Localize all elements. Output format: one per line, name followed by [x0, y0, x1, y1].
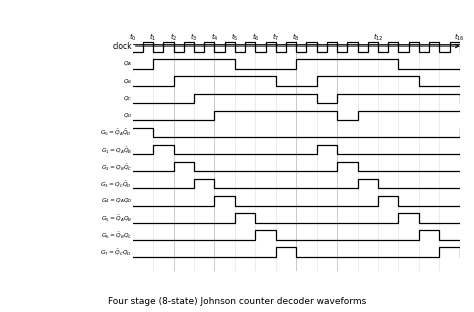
Text: $t_{1}$: $t_{1}$ [149, 32, 157, 43]
Text: $t_{12}$: $t_{12}$ [373, 32, 383, 43]
Text: $Q_B$: $Q_B$ [123, 77, 132, 85]
Text: $G_7=\bar{Q}_CQ_D$: $G_7=\bar{Q}_CQ_D$ [100, 247, 132, 257]
Text: $t_{16}$: $t_{16}$ [455, 32, 465, 43]
Text: Four stage (8-state) Johnson counter decoder waveforms: Four stage (8-state) Johnson counter dec… [108, 297, 366, 306]
Text: $t_{2}$: $t_{2}$ [170, 32, 177, 43]
Text: $t_{0}$: $t_{0}$ [129, 32, 137, 43]
Text: clock: clock [113, 42, 132, 51]
Text: $t_{6}$: $t_{6}$ [252, 32, 259, 43]
Text: $t_{7}$: $t_{7}$ [272, 32, 280, 43]
Text: $G_3=Q_C\bar{Q}_D$: $G_3=Q_C\bar{Q}_D$ [100, 179, 132, 189]
Text: $G_4=Q_AQ_D$: $G_4=Q_AQ_D$ [100, 197, 132, 205]
Text: $Q_C$: $Q_C$ [123, 94, 132, 103]
Text: $G_6=\bar{Q}_BQ_C$: $G_6=\bar{Q}_BQ_C$ [100, 230, 132, 240]
Text: $t_{4}$: $t_{4}$ [210, 32, 219, 43]
Text: $G_2=Q_B\bar{Q}_C$: $G_2=Q_B\bar{Q}_C$ [100, 162, 132, 172]
Text: $G_1=Q_A\bar{Q}_B$: $G_1=Q_A\bar{Q}_B$ [101, 145, 132, 154]
Text: $Q_D$: $Q_D$ [123, 111, 132, 120]
Text: $Q_A$: $Q_A$ [123, 60, 132, 68]
Text: $t_{5}$: $t_{5}$ [231, 32, 238, 43]
Text: $t_{8}$: $t_{8}$ [292, 32, 300, 43]
Text: $t_{3}$: $t_{3}$ [191, 32, 198, 43]
Text: $G_0=\bar{Q}_A\bar{Q}_D$: $G_0=\bar{Q}_A\bar{Q}_D$ [100, 128, 132, 138]
Text: $G_5=\bar{Q}_AQ_B$: $G_5=\bar{Q}_AQ_B$ [101, 213, 132, 223]
